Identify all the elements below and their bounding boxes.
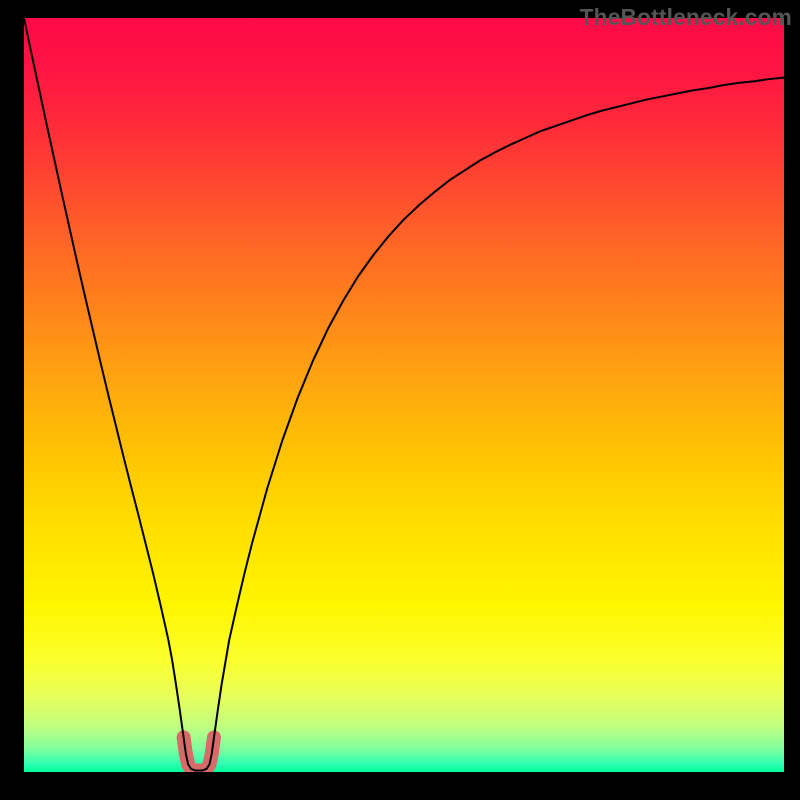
- watermark-text: TheBottleneck.com: [580, 4, 792, 31]
- bottleneck-curve-chart: [24, 18, 784, 772]
- plot-area: [24, 18, 784, 772]
- bottleneck-curve: [24, 18, 784, 770]
- figure-frame: TheBottleneck.com: [0, 0, 800, 800]
